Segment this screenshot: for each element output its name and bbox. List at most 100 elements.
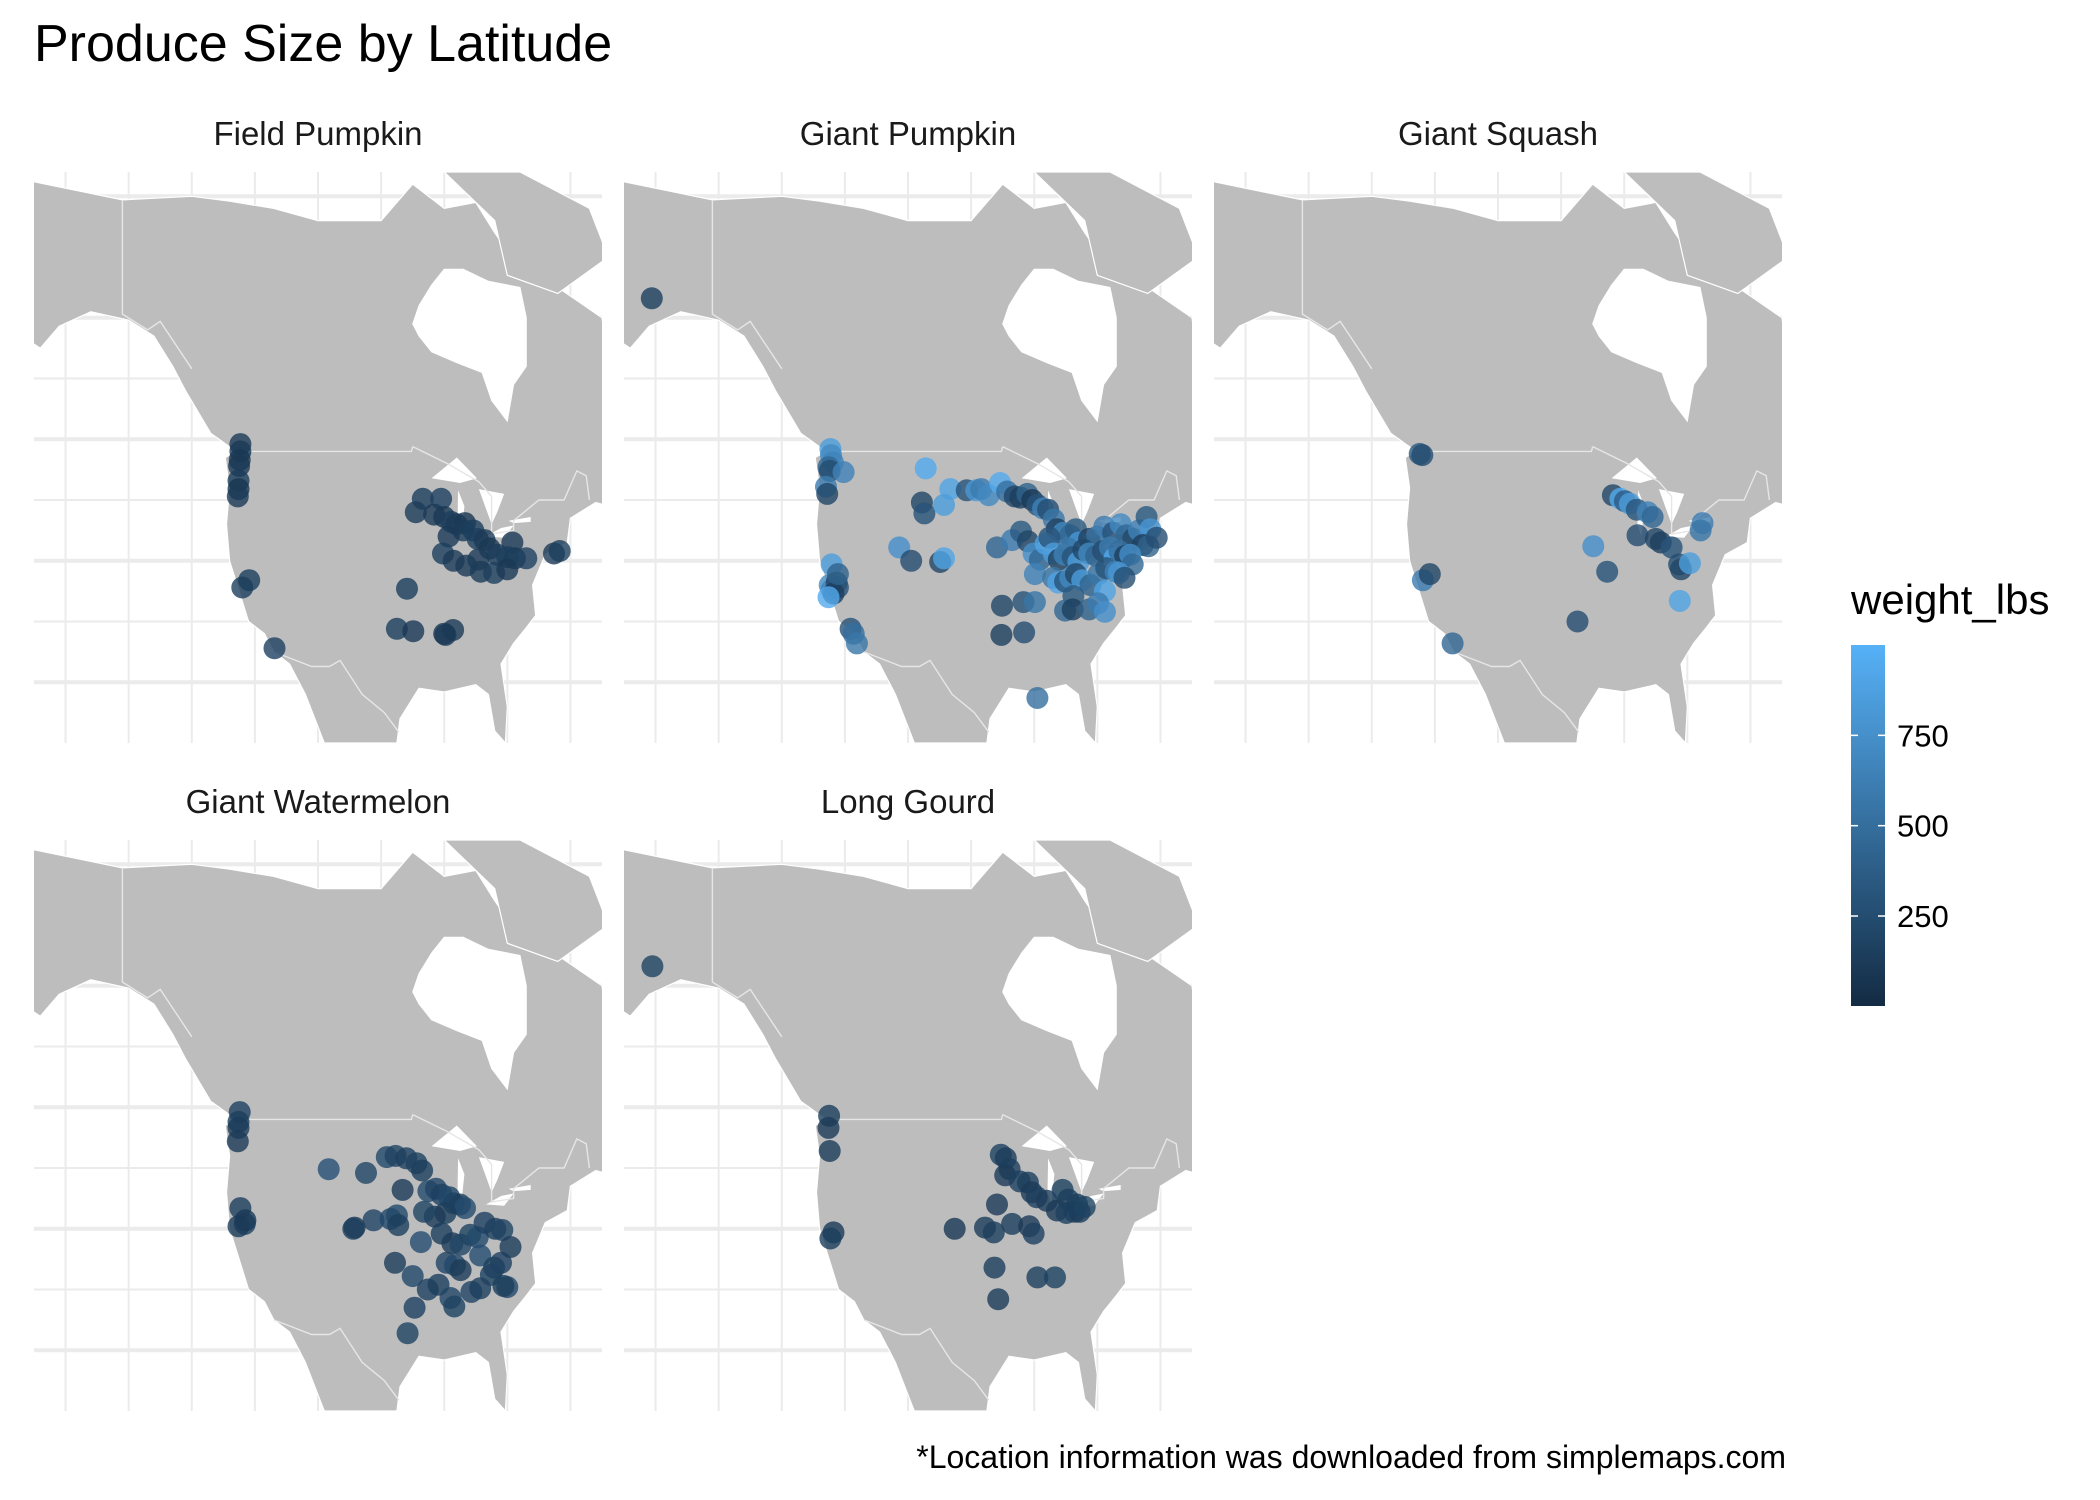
country-border [273, 1319, 400, 1401]
data-point [403, 1296, 426, 1319]
great-lake [485, 1193, 514, 1206]
facet-panels: Field Pumpkin Giant Pumpkin Giant Squash Gi… [34, 115, 1859, 1411]
legend-title: weight_lbs [1850, 576, 2049, 623]
data-point [515, 547, 538, 570]
data-point [1001, 1212, 1024, 1235]
data-point [391, 1178, 414, 1201]
color-legend: weight_lbs 250 500 750 [1850, 576, 2049, 1006]
data-point [1678, 552, 1701, 575]
facet-label-giant-squash: Giant Squash [1398, 115, 1598, 152]
island [1820, 420, 1859, 480]
great-lake [1665, 525, 1694, 538]
chart-title: Produce Size by Latitude [34, 15, 613, 73]
data-point [1093, 600, 1116, 623]
data-point [449, 1259, 472, 1282]
data-point [226, 485, 249, 508]
country-border [1002, 1113, 1181, 1203]
points-layer [226, 433, 571, 660]
data-point [411, 1159, 434, 1182]
data-point [826, 563, 849, 586]
country-border [863, 1319, 990, 1401]
data-point [404, 501, 427, 524]
country-border [236, 446, 414, 453]
facet-panel-long-gourd [624, 840, 1269, 1411]
data-point [238, 569, 261, 592]
data-point [1013, 621, 1036, 644]
country-border [121, 199, 193, 370]
data-point [991, 594, 1013, 617]
great-lake [1021, 1125, 1067, 1151]
data-point [234, 1209, 257, 1232]
country-border [711, 867, 783, 1038]
facet-panel-giant-watermelon [34, 840, 679, 1411]
data-point [443, 1295, 466, 1318]
base-map [34, 840, 679, 1411]
facet-label-giant-watermelon: Giant Watermelon [186, 783, 451, 820]
data-point [1022, 1222, 1045, 1245]
data-point [384, 1251, 406, 1274]
great-lake [1021, 457, 1067, 483]
data-point [385, 617, 408, 640]
data-point [492, 1274, 515, 1297]
island [443, 172, 602, 295]
country-border [273, 651, 400, 733]
country-border [1416, 446, 1594, 453]
country-border [121, 867, 193, 1038]
facet-panel-giant-pumpkin [624, 172, 1192, 743]
base-map [34, 172, 679, 743]
data-point [343, 1216, 366, 1239]
island [1033, 840, 1192, 963]
data-point [387, 1214, 410, 1237]
data-point [402, 620, 425, 643]
data-point [1441, 632, 1464, 655]
base-map [1214, 172, 1859, 743]
data-point [933, 493, 955, 516]
data-point [1411, 444, 1434, 467]
legend-tick-label: 750 [1897, 718, 1949, 753]
data-point [396, 577, 418, 600]
data-point [913, 502, 936, 525]
facet-label-field-pumpkin: Field Pumpkin [213, 115, 422, 152]
island [1623, 172, 1782, 295]
data-point [1668, 589, 1691, 612]
data-point [1582, 535, 1605, 558]
data-point [1044, 1266, 1066, 1289]
data-point [1026, 1266, 1049, 1289]
hudson-bay [1002, 936, 1117, 1091]
country-border [711, 199, 783, 370]
facet-label-long-gourd: Long Gourd [821, 783, 995, 820]
data-point [845, 632, 868, 655]
data-point [990, 623, 1013, 646]
data-point [832, 461, 855, 484]
legend-tick-label: 250 [1897, 899, 1949, 934]
data-point [943, 1217, 966, 1240]
points-layer [641, 955, 1096, 1311]
data-point [499, 1236, 522, 1258]
data-point [933, 547, 955, 570]
data-point [454, 1197, 476, 1220]
island [640, 1088, 679, 1148]
data-point [1689, 519, 1712, 542]
data-point [817, 586, 840, 609]
data-point [491, 1219, 514, 1241]
data-point [1145, 526, 1168, 549]
data-point [548, 540, 571, 562]
facet-label-giant-pumpkin: Giant Pumpkin [800, 115, 1016, 152]
island [1230, 1088, 1269, 1148]
data-point [263, 637, 286, 660]
data-point [437, 525, 460, 548]
data-point [982, 1221, 1005, 1244]
island [640, 420, 679, 480]
data-point [413, 1200, 435, 1223]
data-point [467, 548, 490, 571]
data-point [1418, 563, 1441, 586]
hudson-bay [1002, 268, 1117, 423]
great-lake [431, 1125, 477, 1151]
data-point [1023, 563, 1046, 586]
country-border [826, 446, 1004, 453]
data-point [317, 1158, 340, 1181]
data-point [818, 1140, 841, 1162]
island [443, 840, 602, 963]
data-point [362, 1209, 385, 1232]
